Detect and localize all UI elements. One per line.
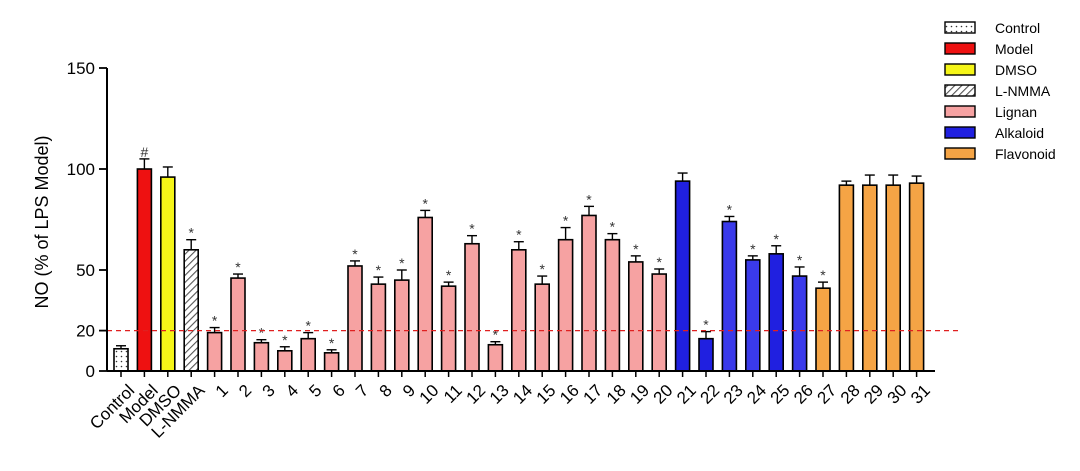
bar-1 <box>206 331 223 372</box>
y-tick-label-50: 50 <box>76 261 95 280</box>
significance-mark-4: * <box>282 332 288 348</box>
bar-23 <box>721 220 738 372</box>
significance-mark-9: * <box>399 255 405 271</box>
bar-24 <box>744 259 761 372</box>
legend-swatch-Model <box>944 42 976 55</box>
y-tick-label-150: 150 <box>67 59 95 78</box>
x-tick-label-1: 1 <box>212 381 232 401</box>
bar-L-NMMA <box>183 249 199 372</box>
legend-swatch-Alkaloid <box>944 126 976 139</box>
significance-mark-12: * <box>469 221 475 237</box>
significance-mark-17: * <box>586 191 592 207</box>
significance-mark-L-NMMA: * <box>188 225 194 241</box>
significance-mark-15: * <box>539 261 545 277</box>
bar-28 <box>838 184 855 372</box>
bar-2 <box>230 277 246 372</box>
significance-mark-13: * <box>493 327 499 343</box>
bar-10 <box>417 216 434 372</box>
x-tick-label-8: 8 <box>376 381 396 401</box>
bar-13 <box>487 343 504 372</box>
x-tick-label-4: 4 <box>282 381 302 401</box>
significance-mark-14: * <box>516 227 522 243</box>
legend-label-L-NMMA: L-NMMA <box>995 83 1051 99</box>
bar-27 <box>815 287 831 372</box>
bar-15 <box>534 283 551 372</box>
legend-swatch-L-NMMA <box>944 84 976 97</box>
significance-mark-6: * <box>329 335 335 351</box>
bar-20 <box>651 273 668 372</box>
significance-mark-2: * <box>235 259 241 275</box>
legend-label-Flavonoid: Flavonoid <box>995 146 1056 162</box>
x-tick-label-10: 10 <box>416 381 443 408</box>
bar-25 <box>768 253 785 372</box>
bar-DMSO <box>160 176 176 372</box>
legend-swatch-Lignan <box>944 105 976 118</box>
bar-16 <box>557 238 574 372</box>
significance-mark-22: * <box>703 317 709 333</box>
x-tick-label-3: 3 <box>259 381 279 401</box>
bar-8 <box>370 283 387 372</box>
bar-21 <box>674 180 691 372</box>
bar-30 <box>885 184 902 372</box>
bar-7 <box>347 265 363 372</box>
significance-mark-3: * <box>259 325 265 341</box>
x-tick-label-2: 2 <box>235 381 255 401</box>
bar-18 <box>604 238 621 372</box>
bar-12 <box>464 242 480 372</box>
bar-11 <box>440 285 457 372</box>
legend-swatch-Control <box>944 21 976 34</box>
bar-26 <box>791 275 808 372</box>
legend-label-DMSO: DMSO <box>995 62 1037 78</box>
legend-swatch-Flavonoid <box>944 147 976 160</box>
bar-5 <box>300 337 317 372</box>
significance-mark-5: * <box>305 318 311 334</box>
bar-14 <box>510 249 527 372</box>
x-tick-label-31: 31 <box>907 381 934 408</box>
x-tick-label-9: 9 <box>399 381 419 401</box>
significance-mark-24: * <box>750 241 756 257</box>
legend-label-Model: Model <box>995 41 1033 57</box>
significance-mark-10: * <box>422 195 428 211</box>
bar-Control <box>113 347 129 372</box>
bar-29 <box>861 184 878 372</box>
significance-mark-26: * <box>797 252 803 268</box>
legend: Control Model DMSO L-NMMA Lignan Alkaloid Flav… <box>944 20 1056 162</box>
legend-label-Lignan: Lignan <box>995 104 1037 120</box>
significance-mark-18: * <box>610 219 616 235</box>
significance-mark-19: * <box>633 241 639 257</box>
legend-label-Control: Control <box>995 20 1040 36</box>
significance-mark-Model: # <box>141 144 149 160</box>
x-tick-label-6: 6 <box>329 381 349 401</box>
y-tick-label-20: 20 <box>76 322 95 341</box>
x-tick-label-5: 5 <box>305 381 325 401</box>
significance-mark-20: * <box>656 254 662 270</box>
y-tick-label-0: 0 <box>86 362 95 381</box>
bar-6 <box>323 352 340 372</box>
significance-mark-23: * <box>727 201 733 217</box>
bar-22 <box>698 337 714 372</box>
significance-mark-16: * <box>563 213 569 229</box>
bar-3 <box>253 341 270 372</box>
bar-9 <box>393 279 410 372</box>
bar-19 <box>627 261 644 372</box>
significance-mark-1: * <box>212 313 218 329</box>
bar-31 <box>908 182 925 372</box>
significance-mark-25: * <box>773 231 779 247</box>
significance-mark-27: * <box>820 267 826 283</box>
y-axis-title: NO (% of LPS Model) <box>32 135 52 308</box>
significance-mark-7: * <box>352 246 358 262</box>
y-tick-label-100: 100 <box>67 160 95 179</box>
legend-label-Alkaloid: Alkaloid <box>995 125 1044 141</box>
bar-4 <box>276 349 293 372</box>
x-tick-label-7: 7 <box>352 381 372 401</box>
bar-17 <box>581 214 597 372</box>
bar-Model <box>136 168 153 372</box>
legend-swatch-DMSO <box>944 63 976 76</box>
significance-mark-8: * <box>376 262 382 278</box>
plot-area: Control#ModelDMSO*L-NMMA*1*2*3*4*5*6*7*8… <box>67 59 960 442</box>
significance-mark-11: * <box>446 267 452 283</box>
